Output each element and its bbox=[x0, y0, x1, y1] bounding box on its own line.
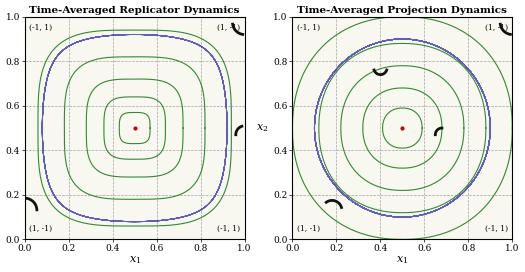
Y-axis label: $x_2$: $x_2$ bbox=[256, 122, 268, 134]
Text: (-1, 1): (-1, 1) bbox=[297, 23, 320, 31]
Text: (1, -1): (1, -1) bbox=[297, 225, 320, 233]
Text: (-1, 1): (-1, 1) bbox=[217, 225, 240, 233]
Text: (-1, 1): (-1, 1) bbox=[485, 225, 508, 233]
Title: Time-Averaged Replicator Dynamics: Time-Averaged Replicator Dynamics bbox=[29, 5, 240, 15]
Title: Time-Averaged Projection Dynamics: Time-Averaged Projection Dynamics bbox=[298, 5, 507, 15]
Text: (-1, 1): (-1, 1) bbox=[29, 23, 52, 31]
X-axis label: $x_1$: $x_1$ bbox=[129, 255, 141, 267]
Text: (1, -1): (1, -1) bbox=[29, 225, 52, 233]
Text: (1, -1): (1, -1) bbox=[217, 23, 240, 31]
Text: (1, -1): (1, -1) bbox=[485, 23, 508, 31]
X-axis label: $x_1$: $x_1$ bbox=[396, 255, 408, 267]
